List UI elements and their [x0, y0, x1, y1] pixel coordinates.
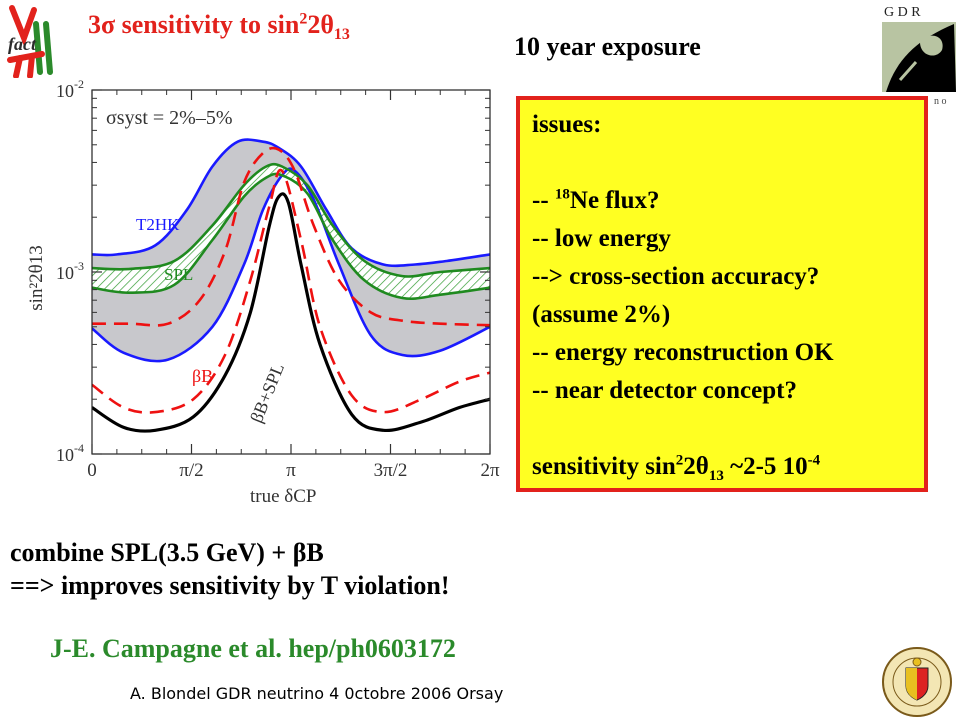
gdr-logo: G D R n o: [882, 5, 956, 107]
combine-text: combine SPL(3.5 GeV) + βB ==> improves s…: [10, 536, 450, 602]
issues-heading: issues:: [532, 111, 602, 138]
x-tick-label: π/2: [179, 460, 203, 481]
slide-title: 3σ sensitivity to sin22θ13: [88, 10, 350, 44]
svg-text:fact: fact: [8, 34, 37, 54]
issue-flux: [532, 144, 924, 182]
t2hk-label: T2HK: [136, 215, 180, 234]
issues-box: issues: -- 18Ne flux? -- low energy --> …: [516, 96, 928, 492]
issue-low-energy: -- low energy: [532, 225, 671, 252]
y-tick-label: 10-4: [56, 441, 84, 465]
issue-energy-reco: -- energy reconstruction OK: [532, 339, 834, 366]
x-tick-label: 0: [87, 460, 97, 481]
sensitivity-chart: 10-4 10-3 10-2 0 π/2 π 3π/2 2π σsyst = 2%–5% T2…: [26, 78, 500, 507]
series-line--b-4: [92, 146, 490, 327]
y-tick-label: 10-2: [56, 78, 84, 101]
exposure-label: 10 year exposure: [514, 32, 701, 61]
issue-sensitivity: sensitivity sin22θ13 ~2-5 10-4: [532, 452, 821, 484]
t2hk-band: [92, 139, 490, 362]
series-line-spl-3: [92, 172, 490, 301]
issue-spacer: [532, 410, 924, 448]
combine-line-2: ==> improves sensitivity by T violation!: [10, 571, 450, 600]
x-tick-label: 2π: [480, 460, 500, 481]
series-line--b-spl-6: [92, 192, 490, 433]
factvll-logo: fact: [7, 5, 53, 78]
bb-label: βB: [192, 366, 213, 386]
issue-near-detector: -- near detector concept?: [532, 377, 797, 404]
issue-assume: (assume 2%): [532, 301, 671, 328]
geneva-seal: [882, 647, 952, 717]
spl-hatch-band: [92, 164, 490, 299]
issue-cross-section: --> cross-section accuracy?: [532, 263, 820, 290]
gdr-logo-text: G D R: [884, 5, 921, 20]
series-line--b-5: [92, 168, 490, 414]
series-line-spl-2: [92, 162, 490, 278]
spl-label: SPL: [164, 265, 193, 284]
issue-ne-flux: -- 18Ne flux?: [532, 186, 660, 214]
syst-annotation: σsyst = 2%–5%: [106, 107, 233, 129]
bbspl-label: βB+SPL: [246, 360, 288, 425]
combine-line-1: combine SPL(3.5 GeV) + βB: [10, 538, 324, 567]
y-tick-label: 10-3: [56, 259, 84, 283]
gdr-logo-subtext: n o: [934, 96, 947, 107]
footer: A. Blondel GDR neutrino 4 0ctobre 2006 O…: [130, 684, 504, 703]
citation: J-E. Campagne et al. hep/ph0603172: [50, 634, 456, 663]
x-tick-label: 3π/2: [374, 460, 408, 481]
x-tick-label: π: [286, 460, 296, 481]
y-axis-label: sin²2θ13: [26, 245, 47, 310]
x-axis-label: true δCP: [250, 486, 316, 507]
series-line-t2hk-0: [92, 138, 490, 268]
